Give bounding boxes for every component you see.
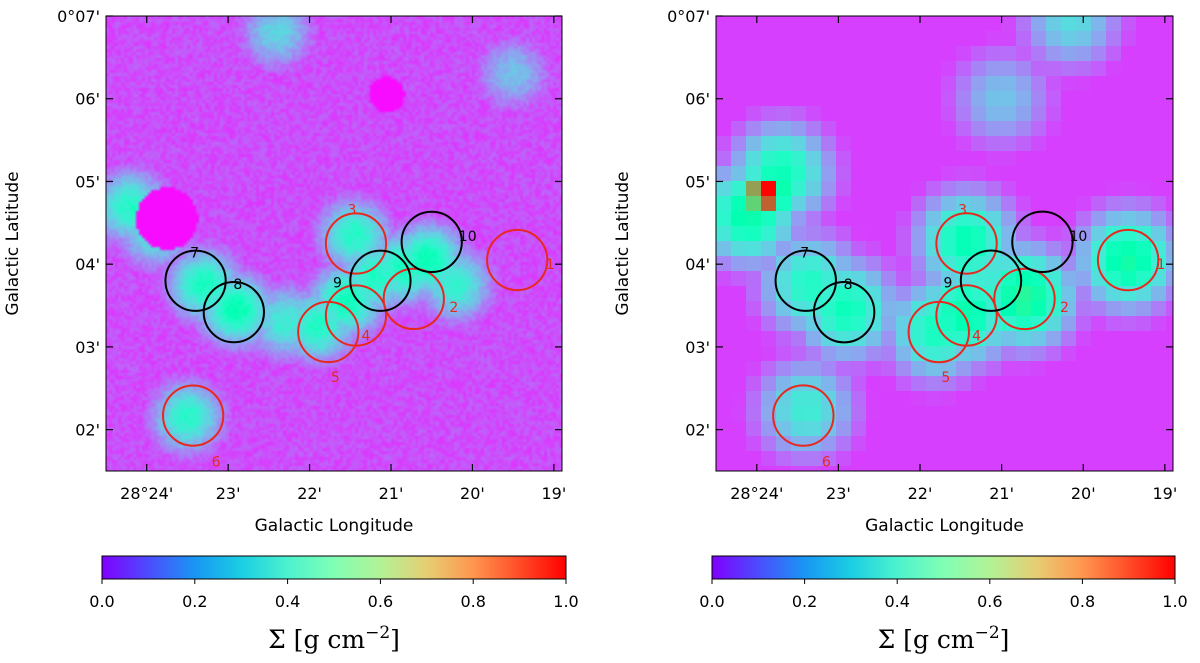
y-tick-label: 02'	[685, 421, 710, 440]
clump-label-9: 9	[944, 276, 953, 292]
clump-circle-9	[349, 249, 412, 312]
clump-circle-6	[162, 384, 225, 447]
colorbar-label: Σ [g cm−2]	[268, 623, 400, 654]
clump-label-1: 1	[546, 257, 555, 273]
x-tick-label: 21'	[989, 484, 1014, 503]
colorbar-tick-label: 0.2	[792, 592, 817, 611]
clump-label-10: 10	[459, 229, 477, 245]
colorbar-label: Σ [g cm−2]	[878, 623, 1010, 654]
clump-label-4: 4	[972, 328, 981, 344]
colorbar-tick-label: 0.0	[89, 592, 114, 611]
clump-label-2: 2	[1060, 300, 1069, 316]
x-tick-label: 20'	[460, 484, 485, 503]
y-tick-label: 0°07'	[57, 7, 100, 26]
clump-label-7: 7	[190, 246, 199, 262]
y-tick-label: 06'	[685, 90, 710, 109]
clump-label-9: 9	[333, 276, 342, 292]
clump-label-5: 5	[941, 370, 950, 386]
clump-circle-2	[993, 267, 1056, 331]
x-tick-label: 28°24'	[120, 484, 173, 503]
y-tick-label: 06'	[75, 90, 100, 109]
x-axis-label: Galactic Longitude	[865, 516, 1024, 536]
colorbar	[101, 555, 567, 580]
clump-label-6: 6	[822, 455, 831, 471]
x-tick-label: 20'	[1071, 484, 1096, 503]
x-tick-label: 21'	[379, 484, 404, 503]
clump-label-5: 5	[331, 370, 340, 386]
y-tick-label: 03'	[75, 338, 100, 357]
clump-label-8: 8	[233, 277, 242, 293]
colorbar	[711, 555, 1176, 580]
clump-circle-10	[1011, 210, 1074, 274]
clump-circle-7	[164, 249, 227, 312]
clump-label-6: 6	[212, 455, 221, 471]
clump-label-2: 2	[449, 300, 458, 316]
clump-circle-1	[1096, 228, 1160, 292]
plot-frame	[105, 15, 563, 472]
colorbar-tick-label: 0.6	[368, 592, 393, 611]
clump-label-8: 8	[844, 277, 853, 293]
clump-label-3: 3	[348, 203, 357, 219]
x-tick-label: 19'	[1152, 484, 1177, 503]
clump-circle-1	[486, 228, 549, 292]
panel-right: 1 2 3 4 5 6 7 8 9 10 28°24' 23' 22' 21' 20' 19' 0°07' 06'…	[613, 7, 1188, 654]
colorbar-tick-label: 0.4	[884, 592, 909, 611]
x-tick-label: 22'	[297, 484, 322, 503]
x-tick-label: 23'	[826, 484, 851, 503]
y-tick-label: 04'	[685, 255, 710, 274]
clump-label-4: 4	[362, 328, 371, 344]
x-tick-label: 22'	[908, 484, 933, 503]
clump-circle-7	[774, 249, 837, 312]
clump-circle-8	[812, 280, 876, 344]
y-axis-label: Galactic Latitude	[613, 171, 633, 315]
clump-label-7: 7	[800, 246, 809, 262]
y-tick-label: 05'	[75, 172, 100, 191]
y-tick-label: 04'	[75, 255, 100, 274]
panel-left: 1 2 3 4 5 6 7 8 9 10 28°24' 23' 22' 21' 20' 19' 0°07' 06'…	[3, 7, 579, 654]
clump-circle-5	[297, 300, 360, 364]
y-tick-label: 0°07'	[667, 7, 710, 26]
x-axis-label: Galactic Longitude	[255, 516, 414, 536]
colorbar-tick-label: 0.0	[699, 592, 724, 611]
heatmap-image	[106, 16, 562, 471]
colorbar-tick-label: 1.0	[553, 592, 578, 611]
clump-circle-3	[935, 212, 998, 275]
y-tick-label: 05'	[685, 172, 710, 191]
clump-circle-9	[959, 249, 1023, 312]
clump-circle-10	[400, 210, 463, 273]
clump-label-1: 1	[1157, 257, 1166, 273]
colorbar-tick-label: 0.8	[460, 592, 485, 611]
x-tick-label: 23'	[216, 484, 241, 503]
y-tick-label: 03'	[685, 338, 710, 357]
clump-label-3: 3	[958, 203, 967, 219]
heatmap-image	[716, 16, 1173, 471]
clump-circle-2	[382, 267, 445, 331]
clump-circle-6	[772, 384, 835, 447]
clump-label-10: 10	[1070, 229, 1088, 245]
colorbar-tick-label: 1.0	[1162, 592, 1187, 611]
colorbar-tick-label: 0.2	[182, 592, 207, 611]
plot-frame	[715, 15, 1174, 472]
x-tick-label: 19'	[541, 484, 566, 503]
y-axis-label: Galactic Latitude	[3, 171, 23, 315]
y-tick-label: 02'	[75, 421, 100, 440]
clump-circle-3	[324, 212, 388, 275]
x-tick-label: 28°24'	[730, 484, 783, 503]
colorbar-tick-label: 0.8	[1070, 592, 1095, 611]
clump-circle-8	[202, 281, 265, 344]
clump-circle-5	[907, 300, 970, 364]
colorbar-tick-label: 0.4	[275, 592, 300, 611]
colorbar-tick-label: 0.6	[977, 592, 1002, 611]
